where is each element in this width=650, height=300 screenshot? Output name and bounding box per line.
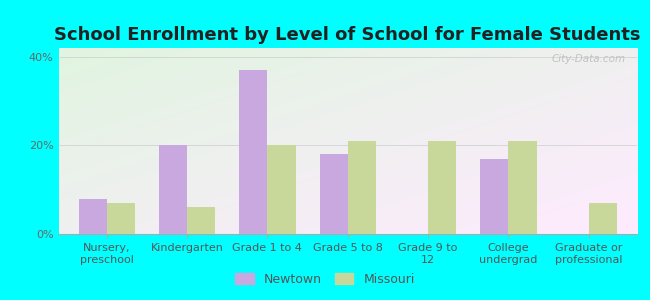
Bar — [348, 141, 376, 234]
Legend: Newtown, Missouri: Newtown, Missouri — [230, 268, 420, 291]
Bar — [107, 203, 135, 234]
Bar — [589, 203, 617, 234]
Bar — [267, 146, 296, 234]
Title: School Enrollment by Level of School for Female Students: School Enrollment by Level of School for… — [55, 26, 641, 44]
Bar — [428, 141, 456, 234]
Bar — [480, 159, 508, 234]
Bar — [159, 146, 187, 234]
Bar — [239, 70, 267, 234]
Bar — [508, 141, 536, 234]
Bar — [79, 199, 107, 234]
Bar — [187, 207, 215, 234]
Text: City-Data.com: City-Data.com — [551, 54, 625, 64]
Bar — [320, 154, 348, 234]
